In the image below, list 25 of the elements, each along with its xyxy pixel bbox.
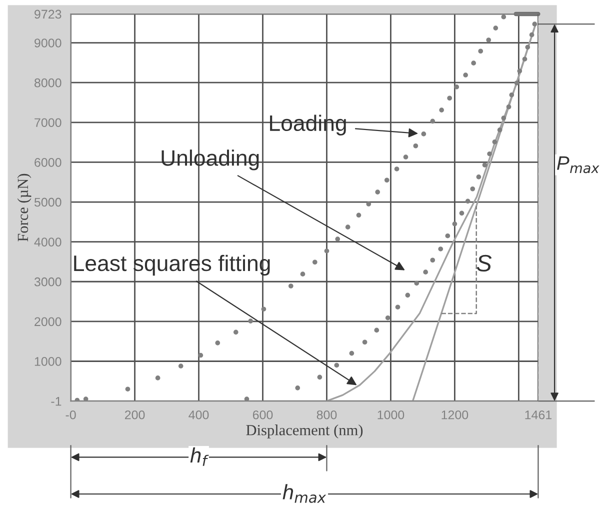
y-tick-label: 2000 — [34, 317, 62, 326]
x-tick-label: 600 — [252, 410, 273, 420]
y-tick-label: 4000 — [34, 238, 62, 246]
y-tick-label: -1 — [51, 397, 62, 406]
annotation: S — [476, 254, 492, 272]
text: h$_{f}$ — [190, 447, 209, 466]
x-tick-label: 1000 — [378, 410, 404, 420]
text: P$_{max}$ — [557, 156, 600, 174]
y-tick-label: 9723 — [34, 10, 62, 19]
y-tick-label: 3000 — [34, 277, 62, 286]
x-tick-label: 800 — [316, 410, 337, 420]
x-tick-label: 200 — [124, 410, 145, 420]
y-tick-label: 1000 — [34, 357, 62, 366]
x-axis-title: Displacement (nm) — [246, 424, 363, 438]
y-axis-title: Force (µN) — [17, 174, 32, 242]
y-tick-label: 8000 — [34, 78, 62, 88]
x-tick-label: -0 — [66, 410, 76, 420]
x-tick-label: 1461 — [525, 410, 552, 420]
x-tick-label: 400 — [188, 410, 209, 420]
text: h$_{max}$ — [282, 484, 326, 503]
y-tick-label: 7000 — [34, 118, 62, 128]
y-tick-label: 6000 — [34, 158, 62, 167]
x-tick-label: 1200 — [442, 410, 468, 420]
y-tick-label: 9000 — [34, 38, 62, 48]
y-tick-label: 5000 — [34, 198, 62, 207]
